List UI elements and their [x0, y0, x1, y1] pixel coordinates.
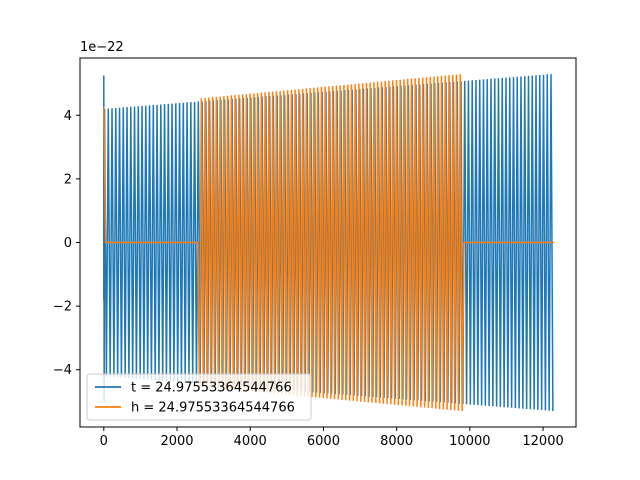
- y-tick-label: −4: [53, 363, 72, 378]
- legend-box: [86, 373, 312, 421]
- x-tick-label: 12000: [522, 434, 563, 449]
- x-axis-ticks: 0 2000 4000 6000 8000 10000 12000: [100, 427, 564, 449]
- x-tick-label: 6000: [307, 434, 340, 449]
- y-tick-label: 0: [64, 236, 72, 251]
- x-tick-label: 0: [100, 434, 108, 449]
- y-offset-label: 1e−22: [80, 40, 124, 55]
- series-layer: [103, 74, 555, 412]
- y-tick-label: 2: [64, 172, 72, 187]
- x-tick-label: 8000: [380, 434, 413, 449]
- y-tick-label: 4: [64, 109, 72, 124]
- x-tick-label: 2000: [160, 434, 193, 449]
- y-axis-ticks: −4 −2 0 2 4: [53, 109, 80, 378]
- x-tick-label: 4000: [234, 434, 267, 449]
- legend: t = 24.97553364544766 h = 24.975533645447…: [86, 373, 312, 421]
- y-tick-label: −2: [53, 300, 72, 315]
- legend-label: t = 24.97553364544766: [131, 381, 292, 396]
- x-tick-label: 10000: [449, 434, 490, 449]
- legend-label: h = 24.97553364544766: [131, 401, 295, 416]
- series-line-h: [103, 74, 555, 412]
